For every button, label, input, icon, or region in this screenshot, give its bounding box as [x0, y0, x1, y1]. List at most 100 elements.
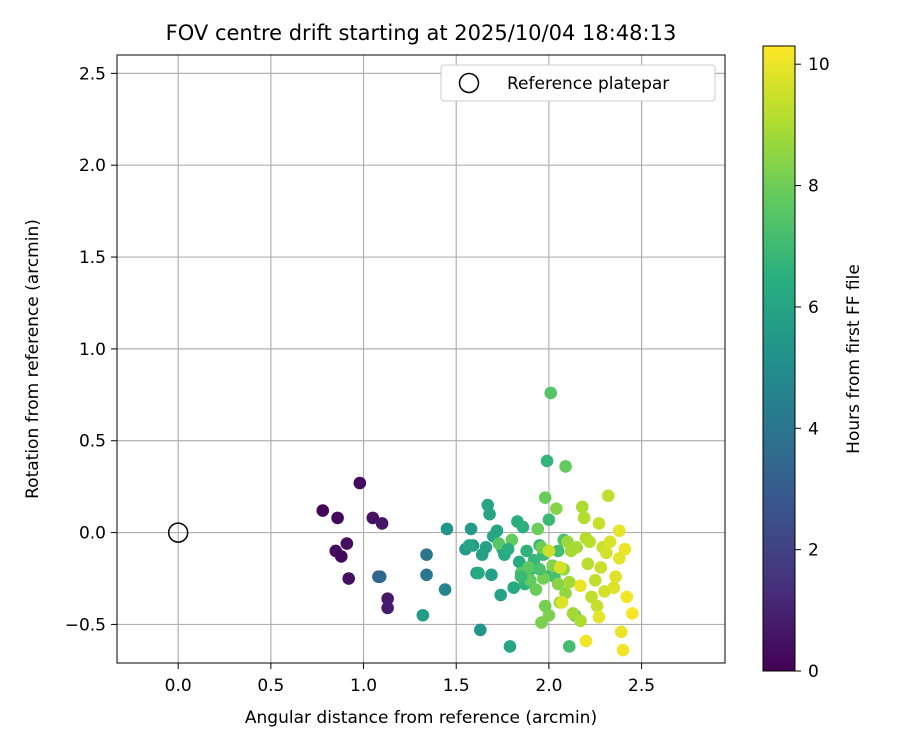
x-tick-label: 0.5: [257, 676, 284, 696]
legend-box: [440, 64, 716, 102]
data-point: [529, 583, 543, 596]
data-point: [472, 566, 485, 580]
data-point: [516, 520, 530, 534]
data-point: [594, 561, 608, 574]
data-point: [575, 500, 589, 514]
y-tick-label: −0.5: [65, 615, 106, 635]
x-tick-label: 0.0: [165, 676, 192, 696]
colorbar-tick-label: 2: [808, 541, 819, 561]
data-point: [559, 460, 572, 473]
data-point: [501, 542, 515, 556]
data-point: [373, 570, 387, 583]
data-point: [353, 476, 367, 490]
data-point: [420, 568, 433, 582]
data-point: [607, 581, 621, 594]
y-tick-label: 1.5: [79, 248, 106, 268]
colorbar-tick-label: 0: [808, 662, 819, 682]
x-tick-label: 1.0: [350, 676, 377, 696]
data-point: [490, 524, 504, 538]
data-point: [531, 522, 545, 536]
reference-marker-legend-icon: [458, 72, 480, 94]
data-point: [585, 590, 598, 604]
data-point: [616, 643, 630, 657]
colorbar-tick-label: 6: [808, 298, 819, 318]
data-point: [381, 592, 394, 606]
data-point: [542, 513, 556, 527]
y-tick-label: 0.0: [79, 524, 106, 544]
colorbar-tick-label: 8: [808, 177, 819, 197]
data-point: [577, 511, 591, 525]
data-point: [553, 561, 567, 574]
data-point: [438, 583, 452, 596]
x-axis-ticks: 0.0 0.5 1.0 1.5 2.0 2.5: [165, 663, 655, 696]
plot-frame: [116, 54, 726, 664]
data-point: [375, 517, 389, 530]
data-point: [613, 524, 626, 538]
data-point: [592, 610, 606, 624]
grid: [117, 55, 725, 663]
legend: Reference platepar: [440, 64, 716, 102]
data-point: [620, 590, 634, 604]
data-point: [564, 544, 578, 558]
data-points: [167, 386, 639, 657]
data-point: [342, 572, 356, 585]
data-point: [550, 502, 563, 516]
data-point: [366, 511, 380, 525]
data-point: [340, 537, 354, 550]
data-point: [381, 601, 394, 615]
data-point: [618, 542, 632, 556]
data-point: [609, 570, 622, 583]
data-point: [540, 454, 554, 468]
data-point: [600, 546, 613, 560]
reference-platepar-marker: [167, 522, 189, 543]
data-point: [533, 563, 546, 576]
data-point: [334, 550, 348, 563]
data-point: [507, 581, 520, 594]
data-point: [626, 607, 639, 620]
data-point: [562, 640, 576, 653]
data-point: [542, 544, 556, 558]
data-point: [514, 570, 528, 583]
data-point: [522, 561, 535, 574]
data-point: [464, 522, 478, 536]
data-point: [538, 491, 552, 504]
data-point: [613, 551, 626, 565]
y-tick-label: 2.0: [79, 156, 106, 176]
colorbar-ticks: 0 2 4 6 8 10: [795, 55, 830, 682]
data-point: [551, 577, 565, 591]
data-point: [494, 588, 508, 602]
data-point: [492, 537, 506, 550]
colorbar-label: Hours from first FF file: [844, 264, 864, 454]
data-point: [601, 489, 615, 503]
data-point: [503, 640, 517, 653]
data-point: [520, 544, 533, 558]
colorbar-gradient: [762, 45, 796, 672]
data-point: [583, 535, 596, 549]
colorbar: 0 2 4 6 8 10 Hours from first FF file: [762, 45, 864, 682]
data-point: [483, 507, 496, 521]
x-tick-label: 2.0: [535, 676, 562, 696]
data-point: [574, 579, 587, 593]
data-point: [562, 575, 576, 589]
data-point: [551, 544, 565, 558]
data-point: [485, 568, 498, 582]
data-point: [592, 517, 606, 530]
y-tick-label: 2.5: [79, 64, 106, 84]
data-point: [440, 522, 454, 536]
y-axis-ticks: −0.5 0.0 0.5 1.0 1.5 2.0 2.5: [65, 64, 117, 635]
data-point: [555, 596, 569, 609]
data-point: [316, 504, 330, 517]
data-point: [590, 599, 604, 613]
data-point: [574, 614, 587, 628]
data-point: [581, 557, 595, 571]
data-point: [474, 623, 487, 637]
data-point: [416, 608, 430, 622]
data-point: [512, 555, 526, 569]
data-point: [544, 386, 558, 400]
data-point: [331, 511, 344, 525]
y-tick-label: 0.5: [79, 432, 106, 452]
colorbar-tick-label: 4: [808, 419, 819, 439]
colorbar-tick-label: 10: [808, 55, 830, 75]
x-axis-label: Angular distance from reference (arcmin): [245, 708, 597, 728]
